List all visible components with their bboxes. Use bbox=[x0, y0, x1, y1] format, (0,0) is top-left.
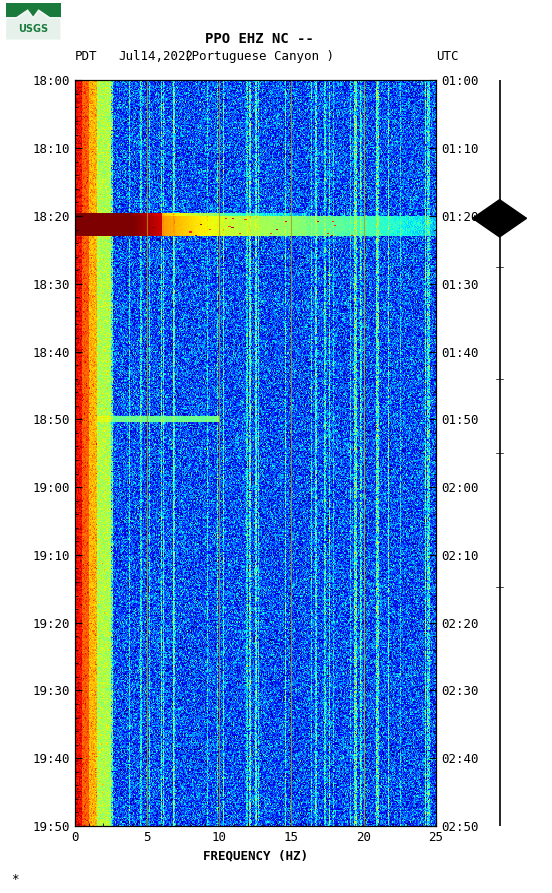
Polygon shape bbox=[473, 200, 527, 218]
Polygon shape bbox=[6, 10, 61, 40]
Text: Jul14,2022: Jul14,2022 bbox=[119, 49, 194, 63]
Text: PDT: PDT bbox=[75, 49, 97, 63]
Text: (Portuguese Canyon ): (Portuguese Canyon ) bbox=[184, 49, 335, 63]
Text: *: * bbox=[11, 872, 19, 886]
Text: USGS: USGS bbox=[18, 24, 48, 34]
Polygon shape bbox=[473, 218, 527, 237]
Text: PPO EHZ NC --: PPO EHZ NC -- bbox=[205, 32, 314, 46]
X-axis label: FREQUENCY (HZ): FREQUENCY (HZ) bbox=[203, 849, 308, 863]
Text: UTC: UTC bbox=[436, 49, 459, 63]
